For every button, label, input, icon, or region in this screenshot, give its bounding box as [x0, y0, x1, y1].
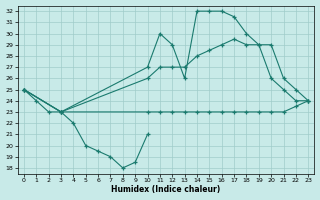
X-axis label: Humidex (Indice chaleur): Humidex (Indice chaleur)	[111, 185, 221, 194]
